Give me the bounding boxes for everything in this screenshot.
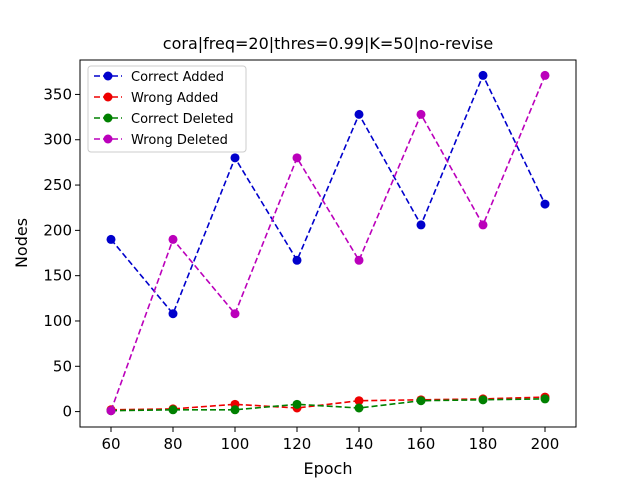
- series-line-correct-deleted: [110, 398, 546, 412]
- data-point-wrong-deleted: [292, 153, 302, 163]
- x-tick-label: 120: [283, 435, 312, 453]
- legend-marker-wrong-added: [103, 92, 113, 102]
- data-point-correct-added: [168, 309, 178, 319]
- legend-box: [87, 65, 247, 153]
- x-tick-label: 160: [407, 435, 436, 453]
- data-point-correct-added: [106, 234, 116, 244]
- y-tick-label: 50: [53, 357, 72, 375]
- data-point-wrong-deleted: [416, 109, 426, 119]
- x-tick-label: 140: [345, 435, 374, 453]
- legend-label-correct-deleted: Correct Deleted: [131, 112, 234, 127]
- data-point-correct-added: [478, 70, 488, 80]
- y-tick-label: 300: [43, 131, 72, 149]
- data-point-correct-deleted: [416, 396, 426, 406]
- plot-area: [106, 70, 550, 416]
- y-tick-label: 150: [43, 267, 72, 285]
- data-point-correct-deleted: [354, 403, 364, 413]
- data-point-correct-deleted: [292, 399, 302, 409]
- legend-marker-wrong-deleted: [103, 134, 113, 144]
- legend-label-wrong-added: Wrong Added: [131, 91, 218, 106]
- data-point-wrong-added: [354, 396, 364, 406]
- x-tick-label: 80: [163, 435, 182, 453]
- legend-marker-correct-deleted: [103, 113, 113, 123]
- data-point-correct-deleted: [540, 394, 550, 404]
- series-line-wrong-added: [110, 396, 546, 411]
- data-point-wrong-deleted: [354, 255, 364, 265]
- legend-marker-correct-added: [103, 71, 113, 81]
- y-tick-label: 0: [62, 403, 72, 421]
- data-point-wrong-deleted: [540, 70, 550, 80]
- y-tick-label: 100: [43, 312, 72, 330]
- data-point-wrong-deleted: [478, 220, 488, 230]
- data-point-correct-added: [540, 199, 550, 209]
- series-line-correct-added: [110, 73, 546, 316]
- legend: Correct Added Wrong Added Correct Deleted W…: [87, 65, 247, 153]
- plot-frame: [79, 59, 577, 428]
- series-line-wrong-deleted: [110, 75, 546, 411]
- data-point-wrong-deleted: [106, 406, 116, 416]
- data-point-correct-added: [416, 220, 426, 230]
- x-tick-label: 180: [469, 435, 498, 453]
- chart-title: cora|freq=20|thres=0.99|K=50|no-revise: [163, 34, 493, 53]
- legend-label-wrong-deleted: Wrong Deleted: [131, 133, 228, 148]
- data-point-correct-deleted: [168, 405, 178, 415]
- y-tick-label: 250: [43, 176, 72, 194]
- x-tick-label: 60: [101, 435, 120, 453]
- data-point-wrong-deleted: [168, 234, 178, 244]
- axes-ticks: 60 80 100 120 140 160 180 200 0 50 100 150 200 250 300…: [43, 85, 559, 453]
- y-tick-label: 350: [43, 85, 72, 103]
- y-axis-label: Nodes: [12, 218, 31, 268]
- data-point-correct-added: [292, 255, 302, 265]
- y-tick-label: 200: [43, 221, 72, 239]
- x-axis-label: Epoch: [304, 459, 353, 478]
- legend-label-correct-added: Correct Added: [131, 70, 224, 85]
- data-point-correct-added: [230, 153, 240, 163]
- data-point-wrong-deleted: [230, 309, 240, 319]
- data-point-correct-added: [354, 109, 364, 119]
- x-tick-label: 200: [531, 435, 560, 453]
- data-point-correct-deleted: [230, 405, 240, 415]
- x-tick-label: 100: [221, 435, 250, 453]
- data-point-correct-deleted: [478, 395, 488, 405]
